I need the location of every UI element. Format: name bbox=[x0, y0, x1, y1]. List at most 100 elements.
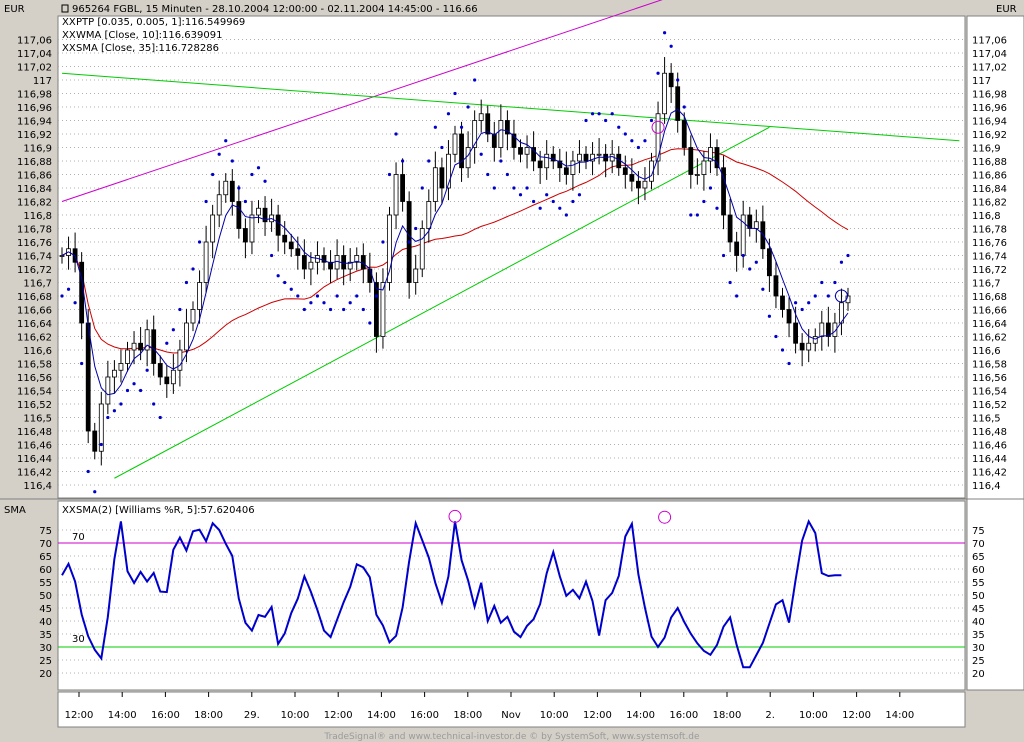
y-tick-label-left: 116,58 bbox=[17, 360, 52, 371]
y-tick-label-right: 25 bbox=[972, 656, 985, 667]
ptp-dot bbox=[813, 294, 817, 298]
y-tick-label-left: 116,74 bbox=[17, 252, 52, 263]
candlestick-series bbox=[59, 57, 851, 466]
ptp-dot bbox=[518, 193, 523, 197]
legend-wpr[interactable]: SMA(2) [Williams %R, 5]:57.620406 bbox=[76, 505, 255, 516]
overbought-circle bbox=[448, 509, 462, 523]
ptp-dot bbox=[525, 186, 529, 190]
candle-body bbox=[328, 261, 333, 270]
candle-body bbox=[256, 207, 261, 216]
candle-body bbox=[668, 72, 674, 88]
candle-body bbox=[321, 255, 327, 263]
ptp-dot bbox=[532, 199, 536, 204]
ptp-dot bbox=[243, 199, 247, 204]
ptp-dot bbox=[66, 287, 71, 291]
ptp-dot bbox=[191, 267, 195, 271]
ptp-dot bbox=[283, 280, 287, 285]
y-tick-label-right: 40 bbox=[972, 617, 985, 628]
y-tick-label-left: 45 bbox=[39, 604, 52, 615]
y-tick-label-left: 116,8 bbox=[23, 211, 52, 222]
ptp-dot bbox=[328, 307, 333, 312]
legend-ptp-marker[interactable]: XX bbox=[62, 17, 76, 28]
ptp-dot bbox=[139, 388, 143, 393]
y-tick-label-right: 117,02 bbox=[972, 63, 1007, 74]
time-tick-label: 16:00 bbox=[151, 710, 180, 721]
ptp-dot bbox=[610, 112, 614, 116]
y-tick-label-right: 116,6 bbox=[972, 346, 1001, 357]
y-tick-label-right: 116,54 bbox=[972, 387, 1007, 398]
legend-sma-marker[interactable]: XX bbox=[62, 43, 76, 54]
ptp-dot bbox=[584, 118, 588, 123]
main-plot-area[interactable] bbox=[57, 15, 966, 499]
candle-body bbox=[485, 113, 491, 135]
candle-body bbox=[531, 147, 536, 162]
ptp-dot bbox=[414, 226, 418, 231]
ptp-dot bbox=[839, 260, 844, 264]
candle-body bbox=[295, 248, 301, 256]
ptp-dot bbox=[230, 159, 234, 163]
legend-ptp[interactable]: PTP [0.035, 0.005, 1]:116.549969 bbox=[76, 17, 245, 28]
candle-body bbox=[655, 113, 661, 162]
candle-body bbox=[393, 174, 399, 216]
ptp-dot bbox=[289, 287, 293, 291]
candle-body bbox=[622, 167, 628, 175]
ptp-dot bbox=[721, 253, 726, 258]
ptp-dot bbox=[689, 213, 693, 217]
y-tick-label-right: 116,64 bbox=[972, 319, 1007, 330]
currency-label-left: EUR bbox=[4, 4, 25, 15]
candle-body bbox=[806, 342, 812, 351]
ptp-dot bbox=[735, 294, 739, 298]
lower-grid bbox=[58, 529, 965, 674]
candle-body bbox=[577, 153, 582, 162]
time-tick-label: Nov bbox=[501, 710, 521, 721]
y-tick-label-right: 117,06 bbox=[972, 36, 1007, 47]
y-tick-label-left: 116,42 bbox=[17, 468, 52, 479]
ptp-dot bbox=[682, 105, 686, 109]
ptp-dot bbox=[558, 206, 562, 210]
right-axis-panel bbox=[966, 15, 1024, 691]
y-tick-label-left: 116,68 bbox=[17, 292, 52, 303]
candle-body bbox=[85, 322, 91, 432]
currency-label-right: EUR bbox=[996, 4, 1017, 15]
candle-body bbox=[341, 255, 347, 270]
time-tick-label: 12:00 bbox=[842, 710, 871, 721]
ptp-dot bbox=[794, 301, 798, 305]
wma-line bbox=[61, 108, 849, 396]
legend-wma-marker[interactable]: XX bbox=[62, 30, 76, 41]
ptp-dot bbox=[335, 294, 339, 298]
ptp-dot bbox=[145, 368, 149, 372]
candle-body bbox=[367, 268, 373, 283]
candle-body bbox=[734, 241, 740, 256]
y-tick-label-right: 30 bbox=[972, 643, 985, 654]
y-tick-label-left: 116,52 bbox=[17, 400, 52, 411]
ptp-dot bbox=[767, 314, 772, 318]
candle-body bbox=[478, 113, 484, 121]
y-tick-label-right: 116,68 bbox=[972, 292, 1007, 303]
candle-body bbox=[832, 322, 838, 337]
legend-wma[interactable]: WMA [Close, 10]:116.639091 bbox=[76, 30, 222, 41]
ptp-dot bbox=[263, 179, 267, 183]
ptp-dot bbox=[473, 78, 477, 82]
candle-body bbox=[197, 282, 202, 310]
y-tick-label-right: 116,98 bbox=[972, 90, 1007, 101]
y-tick-label-right: 116,66 bbox=[972, 306, 1007, 317]
y-tick-label-left: 116,9 bbox=[23, 144, 52, 155]
candle-body bbox=[105, 376, 111, 405]
candle-body bbox=[426, 201, 432, 229]
ptp-dot bbox=[577, 193, 582, 197]
ptp-dot bbox=[741, 253, 745, 258]
ptp-dot bbox=[86, 469, 90, 474]
ptp-dot bbox=[623, 132, 627, 136]
y-tick-label-left: 116,6 bbox=[23, 346, 52, 357]
candle-body bbox=[413, 268, 419, 283]
y-tick-label-left: 116,54 bbox=[17, 387, 52, 398]
candle-body bbox=[675, 86, 681, 121]
y-tick-label-right: 116,88 bbox=[972, 157, 1007, 168]
candle-body bbox=[498, 120, 504, 148]
candle-body bbox=[432, 167, 438, 202]
williams-r-series bbox=[61, 509, 842, 669]
legend-sma[interactable]: SMA [Close, 35]:116.728286 bbox=[76, 43, 219, 54]
candle-body bbox=[727, 214, 733, 243]
ptp-dot bbox=[846, 253, 850, 258]
legend-wpr-marker[interactable]: XX bbox=[62, 505, 76, 516]
